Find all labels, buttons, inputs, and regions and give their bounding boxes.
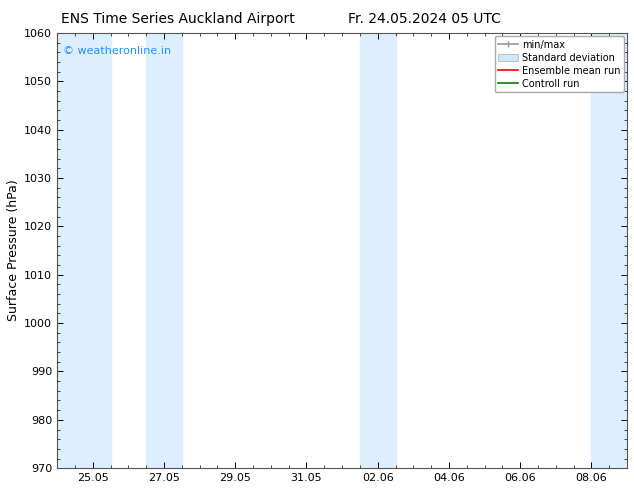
Bar xyxy=(57,33,110,468)
Bar xyxy=(592,33,627,468)
Y-axis label: Surface Pressure (hPa): Surface Pressure (hPa) xyxy=(7,180,20,321)
Bar xyxy=(146,33,182,468)
Text: Fr. 24.05.2024 05 UTC: Fr. 24.05.2024 05 UTC xyxy=(348,12,501,26)
Text: ENS Time Series Auckland Airport: ENS Time Series Auckland Airport xyxy=(61,12,294,26)
Bar xyxy=(360,33,396,468)
Text: © weatheronline.in: © weatheronline.in xyxy=(63,46,171,56)
Legend: min/max, Standard deviation, Ensemble mean run, Controll run: min/max, Standard deviation, Ensemble me… xyxy=(495,36,624,93)
